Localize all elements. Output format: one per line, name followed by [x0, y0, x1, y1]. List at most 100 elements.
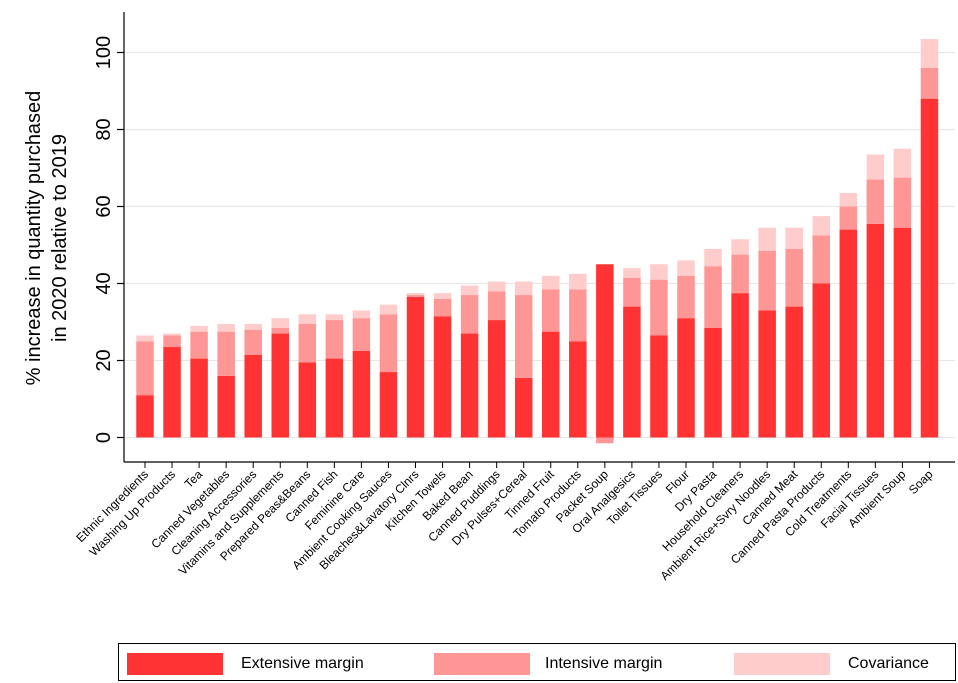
bar-segment — [623, 268, 641, 278]
legend: Extensive margin Intensive margin Covari… — [118, 643, 956, 681]
bar-segment — [758, 250, 776, 311]
bar-segment — [433, 316, 452, 438]
y-tick-label: 40 — [93, 272, 115, 294]
bar-segment — [190, 325, 208, 332]
bar-segment — [866, 223, 885, 438]
bar-segment — [460, 285, 479, 296]
bar-segment — [623, 306, 641, 438]
legend-swatch-covariance — [734, 653, 830, 675]
bar-segment — [920, 67, 939, 99]
bar-segment — [758, 310, 776, 438]
bar-segment — [352, 310, 371, 319]
y-tick-label: 20 — [93, 349, 115, 371]
bar-segment — [542, 275, 560, 290]
bar-segment — [542, 289, 560, 332]
bar-segment — [514, 377, 533, 438]
bar-segment — [298, 314, 317, 324]
bar-segment — [163, 335, 181, 348]
legend-label-extensive: Extensive margin — [241, 655, 364, 672]
bar-segment — [650, 335, 668, 438]
bar-segment — [190, 331, 208, 359]
bar-segment — [433, 298, 452, 317]
bar-segment — [650, 264, 668, 280]
bar-segment — [866, 154, 885, 180]
bar-segment — [542, 331, 560, 438]
bar-segment — [379, 304, 398, 315]
y-tick-label: 0 — [93, 432, 115, 443]
bar-segment — [677, 260, 695, 276]
bar-segment — [460, 295, 479, 334]
bar-segment — [920, 98, 939, 438]
bar-segment — [136, 395, 154, 438]
bar-segment — [812, 216, 830, 236]
bar-segment — [677, 318, 695, 438]
bar-segment — [785, 227, 803, 249]
bar-segment — [136, 341, 154, 396]
legend-swatch-intensive — [434, 653, 530, 675]
bar-segment — [812, 235, 830, 284]
bar-segment — [460, 333, 479, 438]
bar-segment — [704, 327, 722, 438]
bar-segment — [190, 358, 208, 438]
bar-segment — [839, 229, 858, 438]
bar-segment — [217, 331, 235, 376]
bar-segment — [839, 206, 858, 230]
bar-segment — [893, 227, 912, 438]
bar-segment — [677, 275, 695, 319]
y-tick-label: 60 — [93, 195, 115, 217]
bar-segment — [839, 193, 858, 207]
bar-group — [136, 39, 939, 444]
bar-segment — [920, 39, 939, 68]
legend-label-covariance: Covariance — [848, 655, 929, 672]
bar-segment — [406, 295, 425, 297]
bar-segment — [758, 227, 776, 251]
bar-segment — [217, 323, 235, 332]
bar-segment — [298, 323, 317, 363]
bar-segment — [731, 293, 749, 438]
bar-segment — [325, 320, 344, 359]
bar-segment — [163, 333, 181, 336]
bar-segment — [244, 354, 262, 438]
bar-segment — [731, 239, 749, 255]
bar-segment — [704, 248, 722, 267]
y-tick-label: 80 — [93, 118, 115, 140]
bar-segment — [325, 314, 344, 321]
bar-segment — [514, 295, 533, 378]
bar-segment — [623, 277, 641, 307]
bar-segment — [379, 372, 398, 438]
legend-label-intensive: Intensive margin — [545, 655, 663, 672]
y-axis-label-line: % increase in quantity purchased — [23, 91, 45, 386]
y-axis-label: % increase in quantity purchased in 2020 … — [23, 91, 71, 386]
bar-segment — [731, 254, 749, 294]
bar-segment — [650, 279, 668, 336]
bar-segment — [271, 318, 289, 328]
bar-segment — [893, 148, 912, 178]
legend-swatch-extensive — [127, 653, 223, 675]
bar-segment — [298, 362, 317, 438]
bar-segment — [217, 375, 235, 438]
bar-segment — [569, 341, 587, 438]
bar-segment — [271, 333, 289, 438]
bar-segment — [487, 320, 506, 438]
bar-segment — [352, 350, 371, 438]
x-tick-label: Soap — [906, 467, 936, 497]
bar-segment — [379, 314, 398, 373]
bar-segment — [866, 179, 885, 224]
bar-segment — [487, 291, 506, 321]
bar-segment — [569, 273, 587, 290]
bar-segment — [271, 327, 289, 334]
bar-segment — [596, 437, 614, 444]
bar-segment — [785, 306, 803, 438]
bar-segment — [812, 283, 830, 438]
bar-segment — [785, 248, 803, 307]
bar-segment — [514, 281, 533, 296]
bar-segment — [487, 281, 506, 292]
bar-segment — [136, 335, 154, 342]
bar-segment — [596, 264, 614, 438]
y-tick-label: 100 — [93, 36, 115, 69]
y-axis-ticks: 0 20 40 60 80 100 — [93, 36, 124, 443]
bar-segment — [244, 323, 262, 330]
bar-segment — [704, 266, 722, 328]
